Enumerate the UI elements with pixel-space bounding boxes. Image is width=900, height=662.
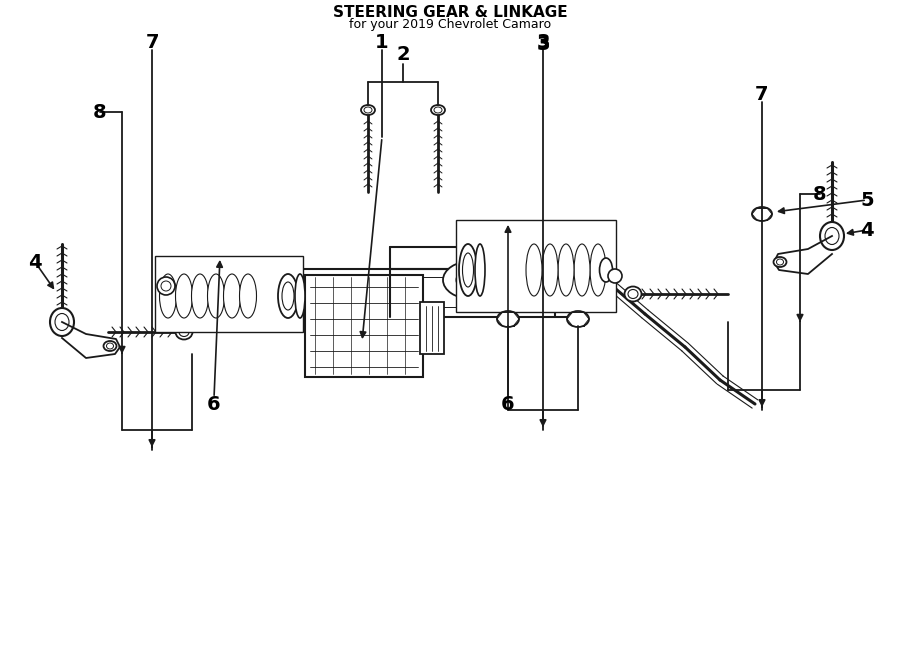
Circle shape (161, 281, 171, 291)
Text: 7: 7 (145, 32, 158, 52)
Text: 8: 8 (814, 185, 827, 203)
Ellipse shape (192, 274, 209, 318)
Bar (456, 220, 616, 312)
Ellipse shape (159, 274, 176, 318)
Ellipse shape (599, 258, 613, 282)
Ellipse shape (104, 341, 116, 351)
Ellipse shape (568, 265, 588, 283)
Ellipse shape (820, 222, 844, 250)
Ellipse shape (179, 328, 189, 336)
Ellipse shape (590, 244, 606, 296)
Ellipse shape (239, 274, 256, 318)
Ellipse shape (773, 257, 787, 267)
Ellipse shape (463, 253, 473, 287)
Ellipse shape (295, 274, 305, 318)
Ellipse shape (559, 258, 597, 290)
Circle shape (157, 277, 175, 295)
Ellipse shape (364, 107, 372, 113)
Ellipse shape (456, 269, 488, 291)
Text: 5: 5 (860, 191, 874, 209)
Text: for your 2019 Chevrolet Camaro: for your 2019 Chevrolet Camaro (349, 17, 551, 30)
Ellipse shape (55, 314, 69, 330)
Ellipse shape (558, 244, 574, 296)
Ellipse shape (282, 282, 294, 310)
Ellipse shape (459, 244, 477, 296)
Text: STEERING GEAR & LINKAGE: STEERING GEAR & LINKAGE (333, 5, 567, 19)
Text: 2: 2 (396, 44, 410, 64)
Ellipse shape (628, 289, 638, 299)
Ellipse shape (106, 343, 113, 349)
Ellipse shape (443, 261, 501, 299)
Bar (420, 302, 444, 354)
Bar (175, 269, 570, 317)
Ellipse shape (431, 105, 445, 115)
Ellipse shape (278, 274, 298, 318)
Ellipse shape (497, 311, 519, 327)
Ellipse shape (434, 107, 442, 113)
Bar (155, 256, 303, 332)
Ellipse shape (567, 311, 589, 327)
Text: 6: 6 (207, 395, 220, 414)
Text: 8: 8 (94, 103, 107, 122)
Text: 4: 4 (28, 252, 41, 271)
Text: 4: 4 (860, 220, 874, 240)
Text: 6: 6 (501, 395, 515, 414)
Ellipse shape (50, 308, 74, 336)
Text: 7: 7 (755, 85, 769, 103)
Ellipse shape (526, 244, 542, 296)
Ellipse shape (542, 244, 558, 296)
Text: 1: 1 (375, 32, 389, 52)
Ellipse shape (176, 274, 193, 318)
Ellipse shape (777, 259, 784, 265)
Ellipse shape (176, 324, 193, 340)
Circle shape (608, 269, 622, 283)
Ellipse shape (625, 287, 642, 301)
Ellipse shape (752, 207, 772, 221)
Bar (305, 275, 423, 377)
Ellipse shape (208, 274, 224, 318)
Text: 3: 3 (536, 34, 550, 54)
Text: 3: 3 (536, 32, 550, 52)
Ellipse shape (361, 105, 375, 115)
Ellipse shape (574, 244, 590, 296)
Ellipse shape (223, 274, 240, 318)
Ellipse shape (475, 244, 485, 296)
Ellipse shape (825, 228, 839, 244)
